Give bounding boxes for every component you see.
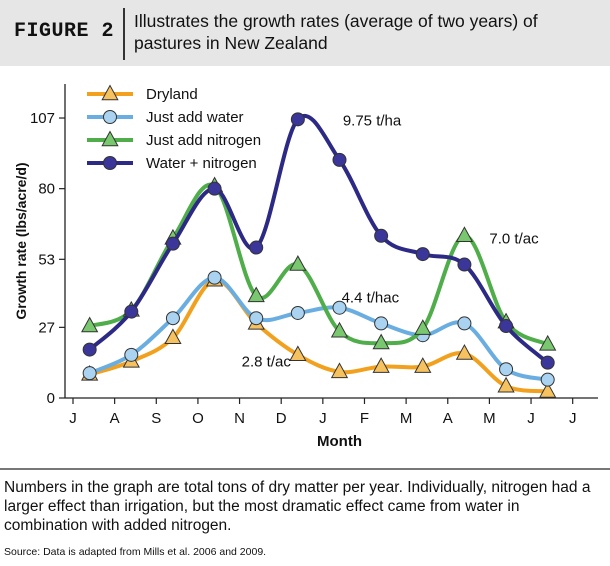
figure-title: Illustrates the growth rates (average of… [134,11,538,53]
annotation-layer: 9.75 t/ha 7.0 t/ac 4.4 t/hac 2.8 t/ac [242,113,539,371]
x-tick-label: O [192,410,204,427]
figure-caption: Numbers in the graph are total tons of d… [4,479,591,534]
header-divider [123,8,125,60]
data-point [207,270,222,285]
legend-label: Dryland [146,86,198,103]
chart-container: 0 27 53 80 107 J A S O N D J F M A M J J Month Growth rate … [0,66,610,466]
data-point [289,345,307,362]
data-point [457,316,472,331]
data-point [207,181,222,196]
series-just-add-water [82,270,555,387]
legend-item: Just add nitrogen [87,130,261,149]
series-water-nitrogen [82,112,555,370]
data-point [539,334,557,351]
total-annotation: 7.0 t/ac [489,230,539,247]
data-point [539,381,557,398]
x-axis-title: Month [317,433,362,450]
growth-rate-chart: 0 27 53 80 107 J A S O N D J F M A M J J Month Growth rate … [13,84,598,450]
x-tick-label: F [360,410,369,427]
data-point [414,357,432,373]
y-tick-label: 27 [38,319,55,336]
data-point [414,319,432,335]
data-point [455,344,474,360]
figure-label: FIGURE 2 [14,20,115,43]
data-point [81,316,99,333]
y-tick-label: 107 [30,110,55,127]
data-point [82,366,97,381]
y-tick-label: 80 [38,181,55,198]
x-tick-label: J [69,410,77,427]
data-point [165,311,180,326]
data-point [164,328,182,345]
data-point [124,304,139,319]
legend-label: Water + nitrogen [146,155,257,172]
legend-marker [101,84,119,101]
legend-marker [103,110,117,124]
x-tick-label: M [483,410,496,427]
series-layer [81,112,557,398]
data-point [497,376,515,393]
y-tick-label: 53 [38,251,55,268]
data-point [249,240,264,255]
data-point [290,305,305,320]
data-point [249,311,264,326]
y-axis-title: Growth rate (lbs/acre/d) [13,162,29,319]
data-point [332,300,347,315]
data-point [165,236,180,251]
x-tick-label: S [151,410,161,427]
figure-header: FIGURE 2 Illustrates the growth rates (a… [0,0,610,66]
data-point [455,226,474,242]
chart-axes: 0 27 53 80 107 J A S O N D J F M A M J J Month Growth rate … [13,84,598,450]
data-point [247,286,265,303]
legend-item: Just add water [87,109,244,126]
x-tick-label: D [276,410,287,427]
x-tick-label: A [443,410,453,427]
data-point [499,362,514,377]
series-line [87,114,550,365]
legend-item: Dryland [87,84,198,103]
data-point [374,316,389,331]
data-point [372,333,390,350]
data-point [374,228,389,243]
source-note: Source: Data is adapted from Mills et al… [4,546,267,558]
data-point [330,362,349,379]
legend-item: Water + nitrogen [87,155,257,172]
total-annotation: 4.4 t/hac [342,289,400,306]
data-point [82,342,97,357]
data-point [415,247,430,262]
legend-label: Just add water [146,109,244,126]
total-annotation: 2.8 t/ac [242,353,292,370]
x-tick-label: M [400,410,413,427]
legend-label: Just add nitrogen [146,132,261,149]
data-point [330,321,349,338]
data-point [332,152,347,167]
legend-marker [103,156,117,170]
data-point [372,357,390,373]
chart-legend: Dryland Just add water Just add nitrogen Wa… [87,84,261,172]
data-point [540,372,555,387]
x-tick-label: J [569,410,577,427]
y-tick-label: 0 [47,390,55,407]
data-point [124,347,139,362]
x-tick-label: J [527,410,535,427]
data-point [289,255,307,271]
legend-marker [101,130,119,147]
data-point [499,319,514,334]
x-tick-label: J [319,410,327,427]
caption-rule [0,468,610,470]
x-tick-label: N [234,410,245,427]
data-point [457,257,472,272]
data-point [290,112,305,127]
data-point [540,355,555,370]
series-just-add-nitrogen [81,176,557,351]
x-tick-label: A [110,410,120,427]
total-annotation: 9.75 t/ha [343,113,402,130]
